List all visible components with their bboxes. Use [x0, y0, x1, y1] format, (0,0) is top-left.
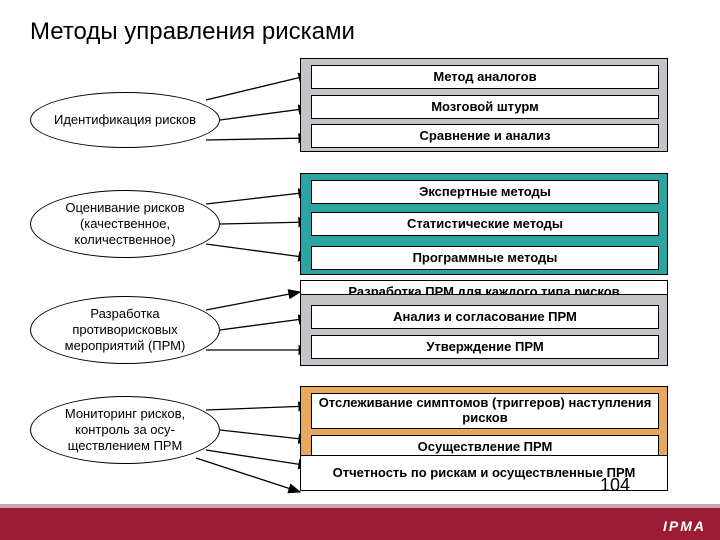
- node-label: Мониторинг рисков, контроль за осу-ществ…: [49, 406, 201, 455]
- page-number: 104: [600, 475, 630, 496]
- footer-bar: IPMA: [0, 508, 720, 540]
- logo-text: IPMA: [663, 518, 706, 534]
- method-box: Отслеживание симптомов (триггеров) насту…: [311, 393, 659, 429]
- node-monitoring: Мониторинг рисков, контроль за осу-ществ…: [30, 396, 220, 464]
- method-box: Мозговой штурм: [311, 95, 659, 119]
- node-label: Идентификация рисков: [54, 112, 196, 128]
- node-assessment: Оценивание рисков (качественное, количес…: [30, 190, 220, 258]
- slide: Методы управления рисками Идентификация …: [0, 0, 720, 540]
- method-box: Утверждение ПРМ: [311, 335, 659, 359]
- panel-assessment-methods: Экспертные методы Статистические методы …: [300, 173, 668, 275]
- slide-title: Методы управления рисками: [30, 18, 355, 46]
- method-box: Программные методы: [311, 246, 659, 270]
- method-box: Сравнение и анализ: [311, 124, 659, 148]
- method-box: Экспертные методы: [311, 180, 659, 204]
- method-box: Анализ и согласование ПРМ: [311, 305, 659, 329]
- panel-identification-methods: Метод аналогов Мозговой штурм Сравнение …: [300, 58, 668, 152]
- node-development: Разработка противорисковых мероприятий (…: [30, 296, 220, 364]
- method-box: Метод аналогов: [311, 65, 659, 89]
- node-label: Оценивание рисков (качественное, количес…: [49, 200, 201, 249]
- method-box: Статистические методы: [311, 212, 659, 236]
- panel-development-methods: Анализ и согласование ПРМ Утверждение ПР…: [300, 294, 668, 366]
- node-identification: Идентификация рисков: [30, 92, 220, 148]
- node-label: Разработка противорисковых мероприятий (…: [49, 306, 201, 355]
